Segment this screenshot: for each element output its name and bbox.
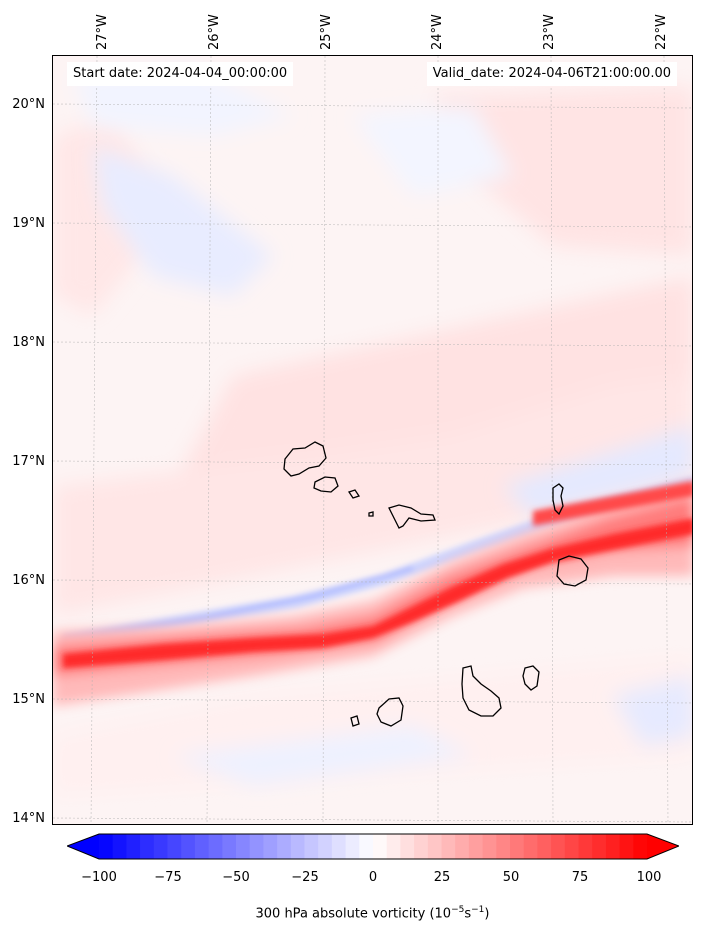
lon-label-25w: 25°W — [319, 14, 334, 50]
colorbar-cell — [523, 834, 538, 859]
island-fogo — [376, 697, 404, 727]
colorbar-tick-label: −100 — [81, 870, 117, 885]
colorbar-tick-label: 25 — [433, 870, 451, 885]
lat-label-14n: 14°N — [12, 811, 45, 826]
colorbar-cell — [318, 834, 333, 859]
colorbar-cell — [455, 834, 470, 859]
colorbar-cell — [537, 834, 552, 859]
colorbar-outline — [67, 833, 679, 860]
island-santiago — [461, 665, 502, 717]
vorticity-map — [53, 56, 692, 824]
colorbar-cell — [605, 834, 621, 859]
lon-label-22w: 22°W — [654, 14, 669, 50]
lon-label-23w: 23°W — [542, 14, 557, 50]
lon-label-26w: 26°W — [207, 14, 222, 50]
colorbar-cell — [194, 834, 210, 859]
start-date-label: Start date: 2024-04-04_00:00:00 — [67, 62, 294, 86]
lat-label-16n: 16°N — [12, 573, 45, 588]
colorbar-cell — [592, 834, 607, 859]
lat-label-18n: 18°N — [12, 335, 45, 350]
map-panel — [52, 55, 693, 825]
colorbar-tick-label: −25 — [291, 870, 319, 885]
island-branco — [368, 511, 374, 517]
colorbar-cell — [441, 834, 456, 859]
colorbar-tick-label: −50 — [222, 870, 250, 885]
island-sal — [552, 483, 564, 516]
colorbar-tick-label: 50 — [502, 870, 520, 885]
colorbar-cell — [578, 834, 593, 859]
island-santa-luzia — [347, 489, 361, 499]
colorbar-cell — [551, 834, 566, 859]
island-boa-vista — [556, 555, 589, 587]
colorbar-cell — [414, 834, 429, 859]
colorbar-cell — [496, 834, 511, 859]
valid-date-label: Valid_date: 2024-04-06T21:00:00.00 — [426, 62, 677, 86]
colorbar-cell — [619, 834, 634, 859]
lat-label-17n: 17°N — [12, 454, 45, 469]
colorbar-cell — [482, 834, 497, 859]
colorbar-cell — [99, 834, 114, 859]
island-sao-vicente — [313, 476, 339, 493]
colorbar-cell — [633, 834, 648, 859]
colorbar-cell — [153, 834, 168, 859]
colorbar-cell — [181, 834, 196, 859]
colorbar-cell — [222, 834, 237, 859]
colorbar-extend-min — [67, 834, 99, 859]
colorbar-cell — [290, 834, 305, 859]
colorbar-cell — [208, 834, 223, 859]
lat-label-15n: 15°N — [12, 692, 45, 707]
colorbar-cell — [510, 834, 525, 859]
lat-label-20n: 20°N — [12, 97, 45, 112]
colorbar-cell — [564, 834, 579, 859]
colorbar-tick-label: −75 — [154, 870, 182, 885]
colorbar-extend-max — [647, 834, 679, 859]
positive-vorticity-core — [63, 481, 692, 668]
colorbar-cell — [249, 834, 264, 859]
colorbar-cell — [400, 834, 415, 859]
colorbar-cell — [304, 834, 319, 859]
colorbar-cell — [468, 834, 484, 859]
colorbar-cell — [373, 834, 388, 859]
colorbar-cell — [140, 834, 155, 859]
colorbar-cell — [345, 834, 360, 859]
colorbar-cells — [67, 834, 679, 859]
lat-label-19n: 19°N — [12, 216, 45, 231]
colorbar-cell — [277, 834, 292, 859]
colorbar-cell — [427, 834, 442, 859]
colorbar-tick-label: 100 — [636, 870, 662, 885]
colorbar — [67, 833, 679, 860]
colorbar-tick-label: 75 — [571, 870, 589, 885]
island-sao-nicolau — [388, 504, 436, 529]
colorbar-label: 300 hPa absolute vorticity (10−5s−1) — [255, 905, 490, 922]
island-santo-antao — [283, 441, 327, 477]
colorbar-tick-label: 0 — [368, 870, 378, 885]
colorbar-cell — [126, 834, 141, 859]
colorbar-cell — [236, 834, 251, 859]
colorbar-cell — [359, 834, 374, 859]
island-maio — [522, 665, 540, 691]
colorbar-cell — [167, 834, 182, 859]
colorbar-cell — [331, 834, 347, 859]
colorbar-cell — [112, 834, 127, 859]
lon-label-27w: 27°W — [95, 14, 110, 50]
island-brava — [350, 715, 360, 727]
cape-verde-islands — [283, 441, 589, 727]
colorbar-cell — [386, 834, 401, 859]
colorbar-cell — [263, 834, 278, 859]
grid-lines — [53, 56, 692, 824]
lon-label-24w: 24°W — [430, 14, 445, 50]
